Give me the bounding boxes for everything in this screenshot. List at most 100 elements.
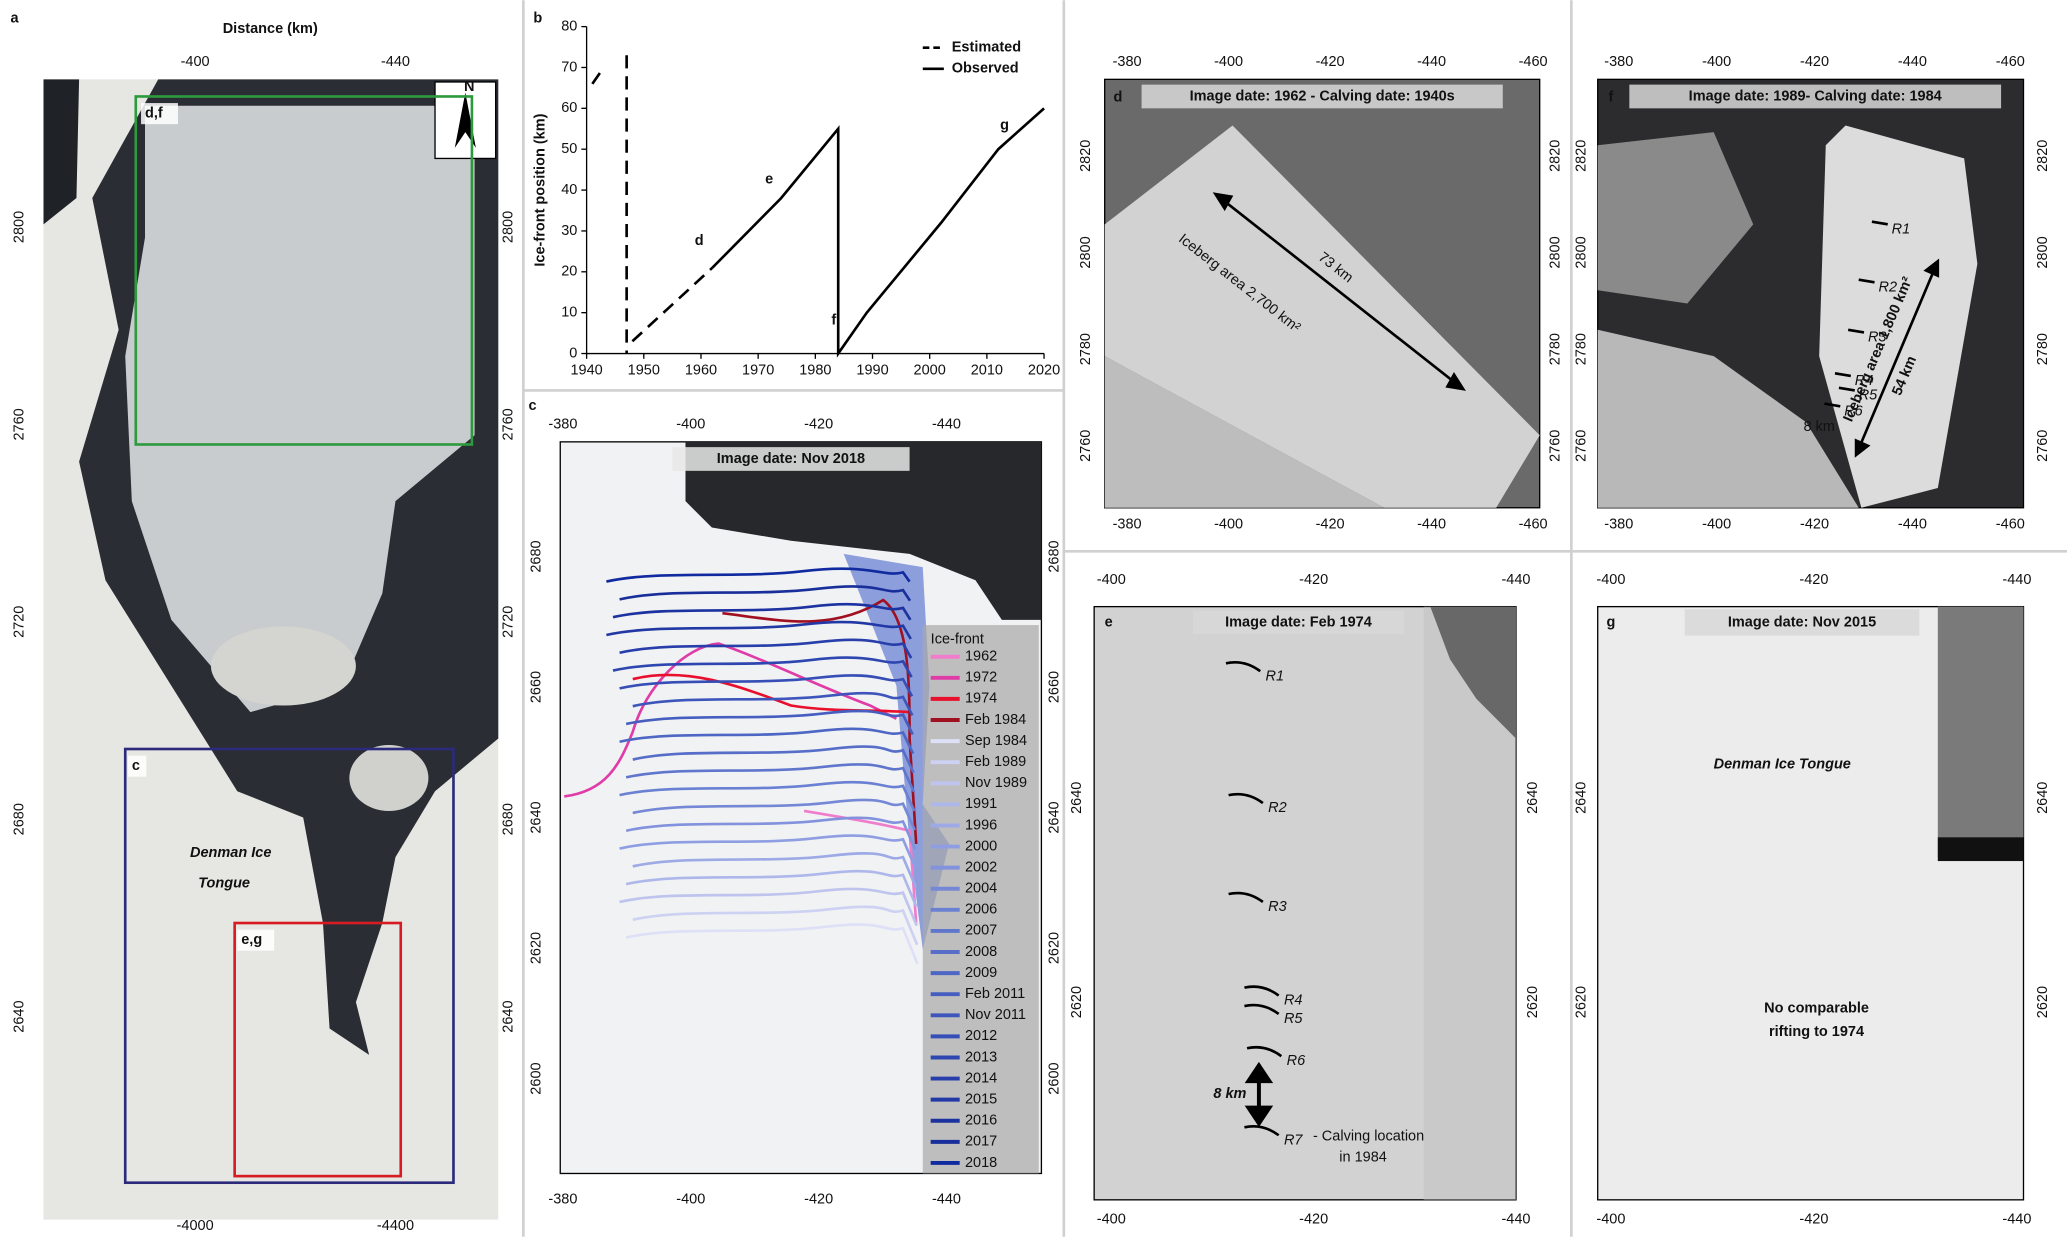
tick-label: -400 bbox=[1097, 572, 1126, 588]
tick-label: 2820 bbox=[1547, 140, 1563, 172]
panel-label: e bbox=[1105, 614, 1113, 630]
rift bbox=[1834, 372, 1852, 378]
rift bbox=[1847, 328, 1865, 334]
tick-label: -440 bbox=[1898, 54, 1927, 70]
box-label: e,g bbox=[241, 932, 262, 948]
legend-label: Observed bbox=[952, 61, 1019, 77]
panel-label: a bbox=[11, 11, 20, 27]
tick-label: 2620 bbox=[2035, 986, 2051, 1018]
legend-label: 2017 bbox=[965, 1134, 997, 1150]
legend-label: 2016 bbox=[965, 1113, 997, 1129]
box-label: d,f bbox=[145, 105, 163, 121]
tick-label: -400 bbox=[1596, 572, 1625, 588]
ice-front-line bbox=[632, 798, 916, 831]
annotation: 8 km bbox=[1213, 1086, 1246, 1102]
legend-label: 2015 bbox=[965, 1091, 997, 1107]
tick-label: 2660 bbox=[528, 671, 544, 703]
panel-label: c bbox=[529, 398, 537, 414]
rift bbox=[1228, 792, 1264, 805]
legend-label: 2014 bbox=[965, 1070, 997, 1086]
y-tick-label: 20 bbox=[561, 264, 577, 280]
series-line bbox=[711, 107, 1045, 358]
panel-label: d bbox=[1113, 90, 1122, 106]
annotation: in 1984 bbox=[1339, 1149, 1387, 1165]
tick-label: 2640 bbox=[1069, 782, 1085, 814]
legend-label: Sep 1984 bbox=[965, 733, 1027, 749]
tick-label: -460 bbox=[1519, 517, 1548, 533]
tick-label: -440 bbox=[381, 54, 410, 70]
tick-label: 2640 bbox=[1525, 782, 1541, 814]
rift bbox=[1838, 386, 1855, 392]
ice-front-line bbox=[632, 905, 919, 946]
legend-label: 2018 bbox=[965, 1155, 997, 1171]
panel-g-image bbox=[1597, 605, 2025, 1201]
ice-front-line bbox=[625, 709, 914, 736]
annotation: Denman Ice Tongue bbox=[1714, 757, 1851, 773]
tick-label: -420 bbox=[1800, 54, 1829, 70]
tick-label: -380 bbox=[548, 1192, 577, 1208]
ice-front-line bbox=[625, 816, 917, 850]
rift-label: R2 bbox=[1878, 279, 1897, 295]
tick-label: -380 bbox=[1604, 54, 1633, 70]
y-tick-label: 80 bbox=[561, 18, 577, 34]
tick-label: 2680 bbox=[501, 803, 517, 835]
annotation: 8 km bbox=[1803, 419, 1834, 435]
y-tick-label: 50 bbox=[561, 141, 577, 157]
tick-label: -440 bbox=[1501, 572, 1530, 588]
tick-label: -420 bbox=[1799, 1211, 1828, 1227]
tick-label: -4000 bbox=[177, 1218, 214, 1234]
tick-label: 2760 bbox=[1547, 430, 1563, 462]
tick-label: -420 bbox=[804, 417, 833, 433]
rift bbox=[1246, 1045, 1283, 1058]
tick-label: 2660 bbox=[1046, 671, 1062, 703]
ice-front-line bbox=[606, 567, 911, 583]
tick-label: 2800 bbox=[12, 211, 28, 243]
box-label-bg bbox=[141, 103, 178, 125]
tick-label: 2780 bbox=[1574, 333, 1590, 365]
series-line bbox=[591, 55, 714, 354]
tick-label: -400 bbox=[1702, 517, 1731, 533]
annotation: rifting to 1974 bbox=[1769, 1024, 1864, 1040]
tick-label: -460 bbox=[1519, 54, 1548, 70]
tick-label: 2760 bbox=[2035, 430, 2051, 462]
tick-label: 2620 bbox=[1046, 932, 1062, 964]
legend-label: Estimated bbox=[952, 40, 1021, 56]
legend-label: 2012 bbox=[965, 1028, 997, 1044]
panel-title: Image date: 1989- Calving date: 1984 bbox=[1689, 88, 1942, 104]
tick-label: -4400 bbox=[377, 1218, 414, 1234]
tick-label: -380 bbox=[1113, 517, 1142, 533]
rift bbox=[1244, 985, 1280, 997]
legend-label: Nov 2011 bbox=[965, 1007, 1026, 1023]
point-label: d bbox=[695, 233, 704, 249]
tick-label: -440 bbox=[932, 417, 961, 433]
tick-label: 2720 bbox=[12, 606, 28, 638]
tick-label: 2760 bbox=[1078, 430, 1094, 462]
tick-label: 2820 bbox=[2035, 140, 2051, 172]
y-tick-label: 60 bbox=[561, 100, 577, 116]
tick-label: 2820 bbox=[1078, 140, 1094, 172]
tick-label: 2600 bbox=[1046, 1062, 1062, 1094]
legend-label: 2007 bbox=[965, 923, 997, 939]
annotation: - Calving location bbox=[1313, 1128, 1424, 1144]
tick-label: 2760 bbox=[501, 408, 517, 440]
tick-label: 2800 bbox=[1574, 236, 1590, 268]
north-label: N bbox=[464, 79, 474, 95]
tick-label: -400 bbox=[1097, 1211, 1126, 1227]
legend-label: 2009 bbox=[965, 965, 997, 981]
rift-label: R5 bbox=[1859, 388, 1878, 404]
tick-label: -440 bbox=[1417, 54, 1446, 70]
legend-label: Feb 2011 bbox=[965, 986, 1025, 1002]
y-axis-label: Ice-front position (km) bbox=[532, 113, 548, 266]
title-bg bbox=[1141, 84, 1503, 109]
tick-label: -440 bbox=[932, 1192, 961, 1208]
ice-front-line bbox=[722, 598, 918, 845]
panel-title: Image date: 1962 - Calving date: 1940s bbox=[1190, 88, 1455, 104]
tick-label: 2600 bbox=[528, 1062, 544, 1094]
x-tick-label: 2000 bbox=[914, 362, 946, 378]
point-label: e bbox=[765, 172, 773, 188]
y-tick-label: 10 bbox=[561, 304, 577, 320]
tick-label: 2680 bbox=[1046, 540, 1062, 572]
panel-a-boxes bbox=[123, 95, 474, 1185]
tick-label: 2620 bbox=[1069, 986, 1085, 1018]
